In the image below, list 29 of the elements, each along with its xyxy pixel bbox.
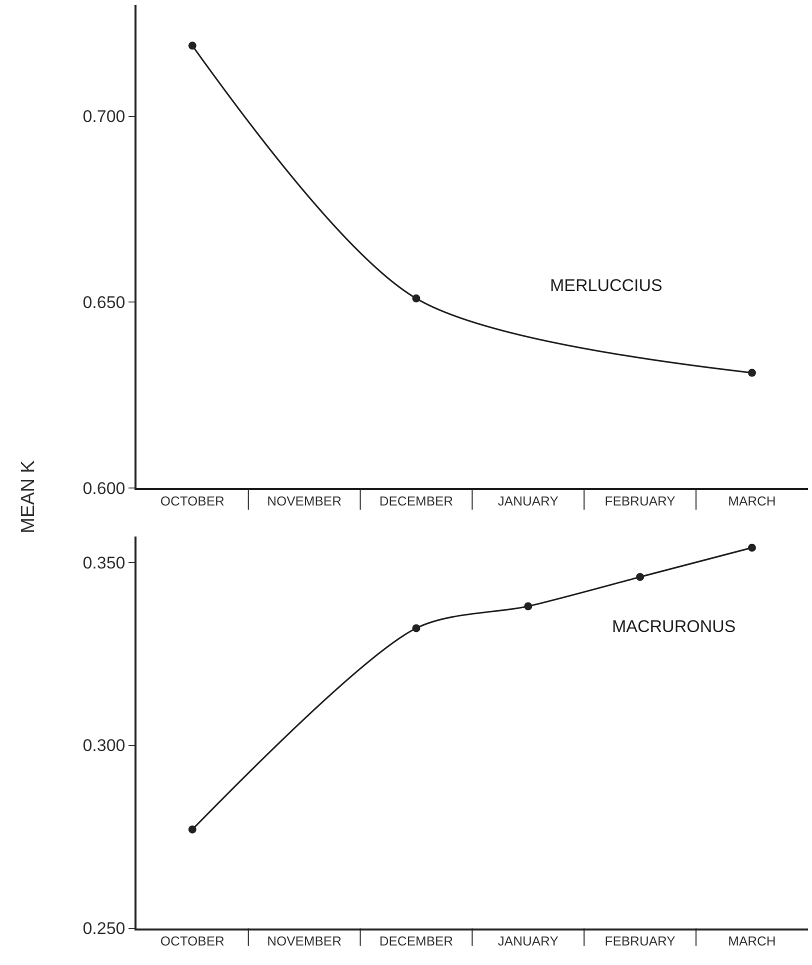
y-tick-label: 0.250 (82, 919, 126, 938)
y-tick-label: 0.350 (82, 553, 126, 572)
point (188, 825, 196, 834)
x-tick-label: JANUARY (498, 934, 559, 949)
x-tick-label: FEBRUARY (604, 493, 676, 508)
y-tick-label: 0.300 (82, 736, 126, 756)
x-tick-label: DECEMBER (379, 934, 454, 949)
point (412, 624, 420, 632)
point (748, 368, 756, 377)
text: MERLUCCIUS (550, 276, 662, 295)
x-tick-label: FEBRUARY (604, 934, 676, 949)
y-tick-label: 0.600 (82, 478, 126, 498)
x-tick-label: DECEMBER (379, 493, 454, 508)
series-label: MACRURONUS (612, 617, 736, 636)
point (524, 602, 532, 610)
x-tick-label: OCTOBER (160, 493, 224, 508)
x-tick-label: MARCH (728, 934, 776, 949)
point (188, 42, 196, 50)
y-tick-label: 0.650 (82, 293, 126, 312)
x-tick-label: MARCH (728, 493, 776, 508)
x-tick-label: NOVEMBER (267, 934, 342, 949)
point (636, 572, 644, 581)
x-tick-label: JANUARY (498, 493, 559, 508)
x-tick-label: NOVEMBER (267, 493, 342, 508)
point (412, 294, 420, 302)
y-tick-label: 0.700 (82, 107, 126, 126)
point (748, 544, 756, 552)
y-axis-title: MEAN K (18, 460, 40, 534)
x-tick-label: OCTOBER (160, 934, 224, 949)
